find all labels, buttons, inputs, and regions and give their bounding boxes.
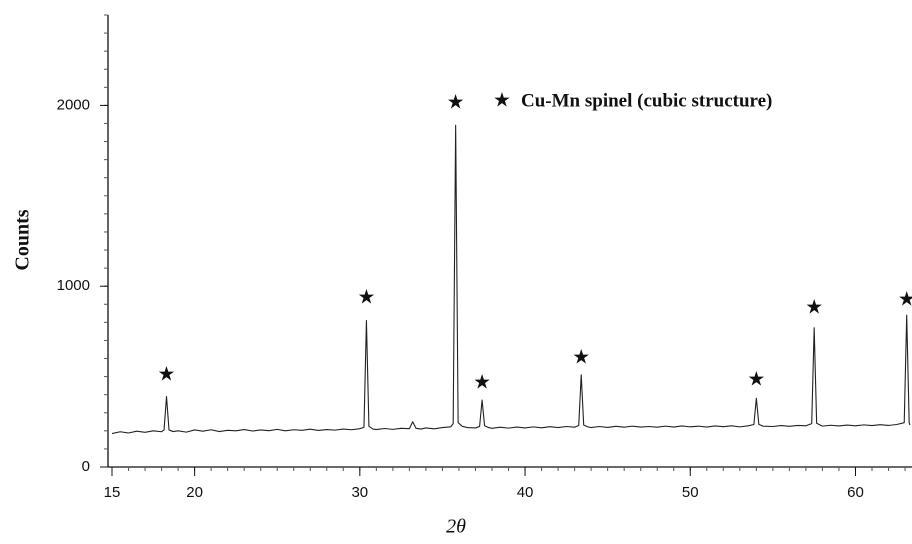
y-tick-label: 0: [82, 458, 90, 475]
y-axis-label: Counts: [12, 209, 34, 270]
peak-marker: ★: [747, 368, 765, 390]
y-tick-label: 1000: [57, 277, 90, 294]
x-axis-label: 2θ: [446, 516, 466, 538]
x-tick-label: 40: [517, 484, 534, 501]
x-tick-label: 60: [847, 484, 864, 501]
x-tick-label: 50: [682, 484, 699, 501]
x-tick-label: 20: [186, 484, 203, 501]
x-tick-label: 30: [351, 484, 368, 501]
legend-symbol: ★: [493, 89, 511, 111]
legend-text: Cu-Mn spinel (cubic structure): [521, 90, 772, 111]
peak-marker: ★: [158, 363, 176, 385]
peak-marker: ★: [473, 371, 491, 393]
peak-marker: ★: [805, 297, 823, 319]
y-tick-label: 2000: [57, 96, 90, 113]
peak-marker: ★: [357, 286, 375, 308]
pattern-line: [111, 124, 911, 435]
peak-marker: ★: [447, 92, 465, 114]
peak-marker: ★: [898, 288, 912, 310]
x-tick-label: 15: [104, 484, 121, 501]
peak-marker: ★: [572, 346, 590, 368]
